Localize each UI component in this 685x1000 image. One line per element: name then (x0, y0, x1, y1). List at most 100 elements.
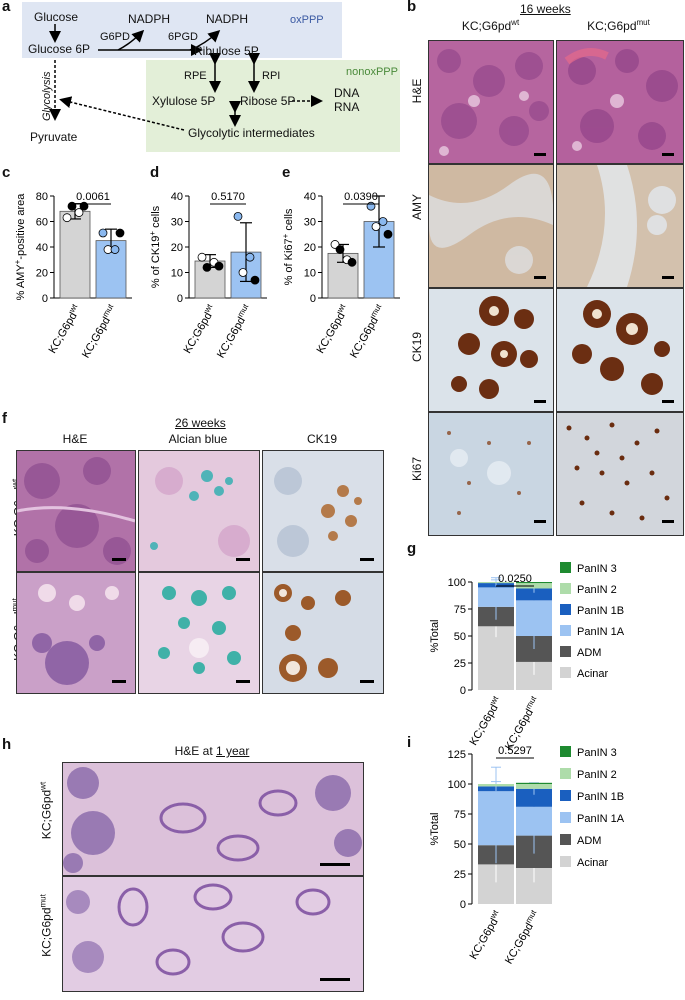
g-ytick-label-2: 50 (454, 631, 466, 643)
f-alcian-mut-image (138, 572, 260, 694)
i-legend-swatch-3 (560, 812, 571, 823)
g-ylabel: %Total (429, 619, 441, 652)
g-legend-label-1: PanIN 2 (577, 584, 617, 596)
e-category-label-0: KC;G6pdwt (313, 302, 352, 356)
c-point-0-1 (67, 201, 77, 211)
h-row1-base: KC;G6pd (39, 789, 54, 840)
d-point-0-3 (214, 261, 224, 271)
g-ytick-label-1: 25 (454, 658, 466, 670)
h-mut-image (62, 876, 364, 992)
g-legend-swatch-0 (560, 562, 571, 573)
nonoxppp-box (146, 60, 400, 152)
e-point-1-3 (383, 229, 393, 239)
f-alcian-mut-scalebar (236, 680, 250, 683)
c-ytick-label-2: 40 (36, 242, 48, 254)
h-title-time: 1 year (216, 744, 250, 758)
f-alcian-wt-scalebar (236, 558, 250, 561)
glucose6p-label: Glucose 6P (28, 42, 91, 56)
h-mut-scalebar (320, 978, 350, 981)
c-ytick-label-4: 80 (36, 191, 48, 203)
b-col1-base: KC;G6pd (461, 19, 512, 33)
d-ytick-label-0: 0 (177, 293, 183, 305)
h-row2-base: KC;G6pd (39, 907, 54, 957)
g-legend-swatch-4 (560, 646, 571, 657)
h-row1-sup: wt (38, 781, 48, 790)
c-ytick-label-1: 20 (36, 268, 48, 280)
d-point-1-2 (245, 252, 255, 262)
f-he-mut-scalebar (112, 680, 126, 683)
i-legend-swatch-4 (560, 834, 571, 845)
f-ck19-wt-scalebar (360, 558, 374, 561)
d-ytick-label-1: 10 (171, 268, 183, 280)
b-col1-header: KC;G6pdwt (428, 18, 553, 33)
h-row2-sup: mut (38, 894, 48, 908)
e-ylabel: % of Ki67+ cells (281, 208, 295, 285)
i-legend-label-0: PanIN 3 (577, 747, 617, 759)
b-row-label-ki67: Ki67 (410, 456, 424, 482)
i-ytick-label-4: 100 (448, 779, 466, 791)
b-ki67-mut-image (556, 412, 684, 536)
e-point-1-1 (371, 222, 381, 231)
6pgd-label: 6PGD (168, 31, 198, 43)
panel-label-f: f (2, 410, 7, 427)
i-legend-label-4: ADM (577, 835, 601, 847)
chart-c: 0 20 40 60 80 % AMY+-positive area KC;G6pdwtKC… (13, 191, 132, 360)
c-ytick-label-3: 60 (36, 217, 48, 229)
e-ytick-label-0: 0 (310, 293, 316, 305)
d-category-label-0: KC;G6pdwt (180, 302, 219, 356)
ribose5p-label: Ribose 5P (240, 94, 296, 108)
b-ki67-wt-scalebar (534, 520, 546, 523)
i-legend-swatch-5 (560, 856, 571, 867)
g-legend-swatch-3 (560, 625, 571, 636)
i-legend-label-3: PanIN 1A (577, 813, 625, 825)
b-ck19-wt-scalebar (534, 400, 546, 403)
i-ytick-label-1: 25 (454, 869, 466, 881)
chart-d: 0 10 20 30 40 % of CK19+ cells KC;G6pdwtKC;G6p… (148, 191, 267, 360)
i-category-label-0: KC;G6pdwt (466, 908, 505, 962)
g-legend-swatch-2 (560, 604, 571, 615)
g-legend-label-0: PanIN 3 (577, 563, 617, 575)
c-category-label-0: KC;G6pdwt (45, 302, 84, 356)
i-ytick-label-2: 50 (454, 839, 466, 851)
f-col-he: H&E (62, 432, 88, 446)
e-ytick-label-4: 40 (304, 191, 316, 203)
panel-label-a: a (2, 0, 11, 15)
i-segment-1-3 (516, 788, 552, 807)
h-title-prefix: H&E at (174, 744, 216, 758)
g-segment-0-4 (478, 582, 514, 584)
d-point-1-3 (250, 275, 260, 285)
g-legend-label-2: PanIN 1B (577, 605, 624, 617)
h-title: H&E at 1 year (62, 744, 362, 758)
b-amy-mut-image (556, 164, 684, 288)
dna-label: DNA (334, 86, 360, 100)
i-legend-label-5: Acinar (577, 857, 609, 869)
d-point-1-0 (233, 212, 243, 221)
panel-label-c: c (2, 164, 11, 181)
glycolysis-label: Glycolysis (41, 71, 53, 121)
c-point-1-0 (98, 228, 108, 238)
d-ylabel: % of CK19+ cells (148, 205, 162, 288)
c-point-1-2 (110, 245, 120, 254)
f-ck19-mut-scalebar (360, 680, 374, 683)
f-he-wt-scalebar (112, 558, 126, 561)
c-bar-0 (59, 210, 91, 299)
i-ytick-label-5: 125 (448, 749, 466, 761)
c-ytick-label-0: 0 (42, 293, 48, 305)
h-wt-image (62, 762, 364, 876)
rna-label: RNA (334, 100, 360, 114)
e-point-1-0 (366, 201, 376, 211)
g-pvalue: 0.0250 (498, 573, 532, 585)
panel-label-b: b (407, 0, 417, 15)
d-point-0-0 (197, 252, 207, 262)
b-amy-wt-scalebar (534, 276, 546, 279)
f-ck19-mut-image (262, 572, 384, 694)
g-legend-label-3: PanIN 1A (577, 626, 625, 638)
nadph-2-label: NADPH (206, 12, 249, 26)
panel-label-h: h (2, 736, 12, 753)
h-row2-label: KC;G6pdmut (39, 886, 54, 966)
b-ki67-mut-scalebar (662, 520, 674, 523)
b-ki67-wt-image (428, 412, 554, 536)
panel-label-e: e (282, 164, 291, 181)
i-segment-1-4 (516, 784, 552, 789)
f-col-ck19: CK19 (306, 432, 338, 446)
